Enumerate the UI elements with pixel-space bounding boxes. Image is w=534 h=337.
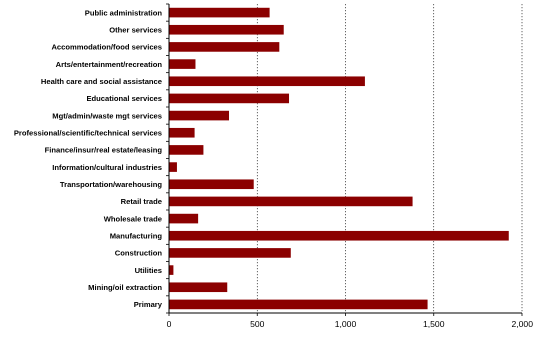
- category-label-2: Accommodation/food services: [51, 43, 162, 52]
- bar-12: [169, 213, 199, 224]
- bar-1: [169, 24, 284, 35]
- x-tick-label-1: 500: [250, 319, 265, 329]
- bar-6: [169, 110, 230, 121]
- bar-8: [169, 145, 204, 155]
- bar-0: [169, 7, 270, 18]
- category-label-8: Finance/insur/real estate/leasing: [45, 146, 163, 155]
- category-label-1: Other services: [109, 25, 162, 34]
- bar-14: [169, 248, 291, 258]
- category-label-0: Public administration: [85, 8, 163, 17]
- bar-17: [169, 299, 428, 310]
- category-label-6: Mgt/admin/waste mgt services: [52, 111, 162, 120]
- tick-labels: 0 500 1,000 1,500 2,000: [167, 319, 534, 329]
- bar-13: [169, 230, 509, 241]
- category-label-5: Educational services: [86, 94, 162, 103]
- bar-11: [169, 196, 413, 207]
- category-label-7: Professional/scientific/technical servic…: [14, 128, 162, 137]
- category-label-4: Health care and social assistance: [41, 77, 162, 86]
- bars: [169, 7, 509, 310]
- bar-4: [169, 76, 365, 87]
- x-tick-label-0: 0: [167, 319, 172, 329]
- category-label-14: Construction: [115, 249, 163, 258]
- category-label-11: Retail trade: [121, 197, 162, 206]
- x-tick-label-4: 2,000: [511, 319, 533, 329]
- bar-7: [169, 127, 195, 138]
- x-tick-label-2: 1,000: [335, 319, 357, 329]
- category-label-17: Primary: [134, 300, 163, 309]
- category-labels: Public administration Other services Accom…: [14, 8, 163, 309]
- bar-10: [169, 179, 254, 190]
- x-tick-label-3: 1,500: [423, 319, 445, 329]
- category-label-15: Utilities: [135, 266, 162, 275]
- axes: [166, 3, 523, 316]
- category-label-3: Arts/entertainment/recreation: [56, 60, 163, 69]
- category-label-10: Transportation/warehousing: [60, 180, 162, 189]
- category-label-16: Mining/oil extraction: [88, 283, 162, 292]
- bar-5: [169, 93, 290, 104]
- category-label-9: Information/cultural industries: [52, 163, 162, 172]
- bar-2: [169, 42, 280, 52]
- bar-3: [169, 59, 196, 69]
- bar-16: [169, 282, 228, 293]
- category-label-12: Wholesale trade: [104, 214, 162, 223]
- category-label-13: Manufacturing: [110, 231, 163, 240]
- bar-15: [169, 265, 174, 275]
- grid-lines: [256, 4, 523, 313]
- bar-9: [169, 162, 177, 172]
